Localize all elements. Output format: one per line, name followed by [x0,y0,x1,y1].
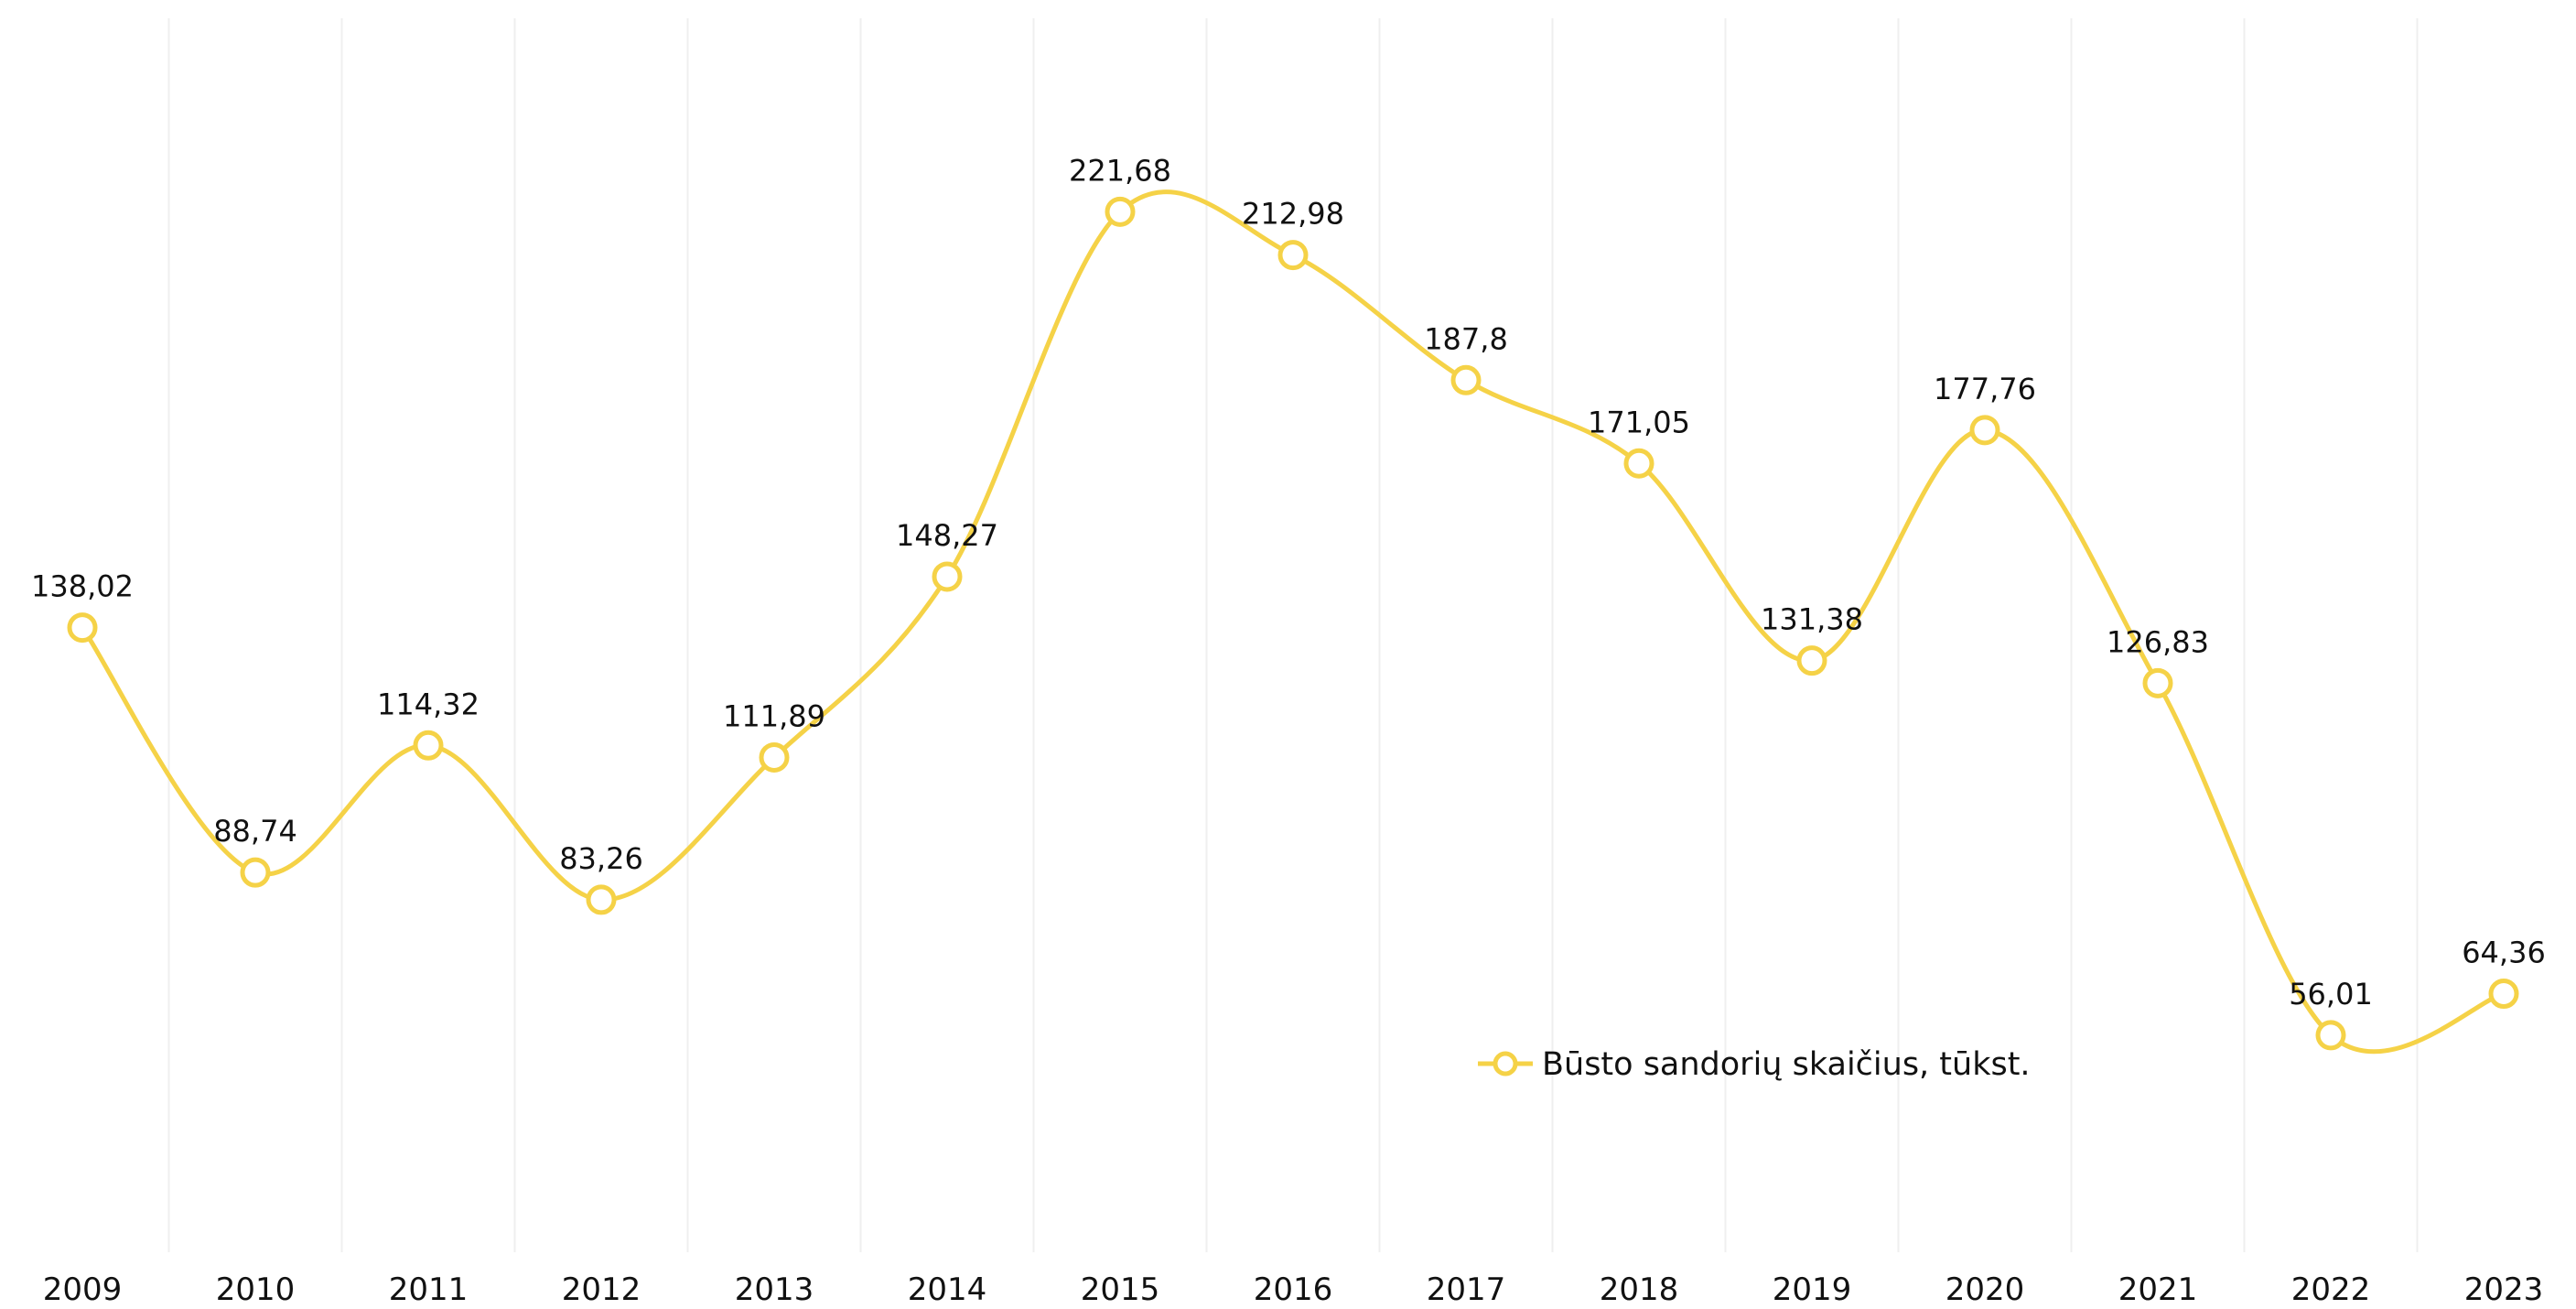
data-point [2142,667,2173,698]
x-tick-label: 2016 [1254,1271,1333,1308]
x-tick-label: 2019 [1773,1271,1852,1308]
x-tick-label: 2017 [1427,1271,1506,1308]
data-label: 88,74 [213,814,297,849]
data-point [2315,1020,2346,1051]
x-tick-label: 2013 [735,1271,814,1308]
legend-series-label: Būsto sandorių skaičius, tūkst. [1542,1046,2031,1083]
data-point [1623,448,1654,479]
data-label: 64,36 [2462,936,2546,970]
data-points [67,196,2519,1051]
series-line [80,189,2506,1055]
data-label: 131,38 [1761,602,1863,637]
data-label: 221,68 [1069,153,1171,188]
x-tick-label: 2022 [2291,1271,2371,1308]
data-point [932,561,963,592]
x-tick-label: 2009 [43,1271,123,1308]
x-tick-label: 2011 [389,1271,469,1308]
data-label: 171,05 [1588,405,1690,439]
data-point [2488,979,2519,1010]
series-layer [80,189,2506,1055]
x-axis-ticks: 2009 2010 2011 2012 2013 2014 2015 2016 2017 2018… [43,1271,2544,1308]
legend: Būsto sandorių skaičius, tūkst. [1478,1046,2031,1083]
data-label: 148,27 [896,518,998,553]
gridlines [167,18,2419,1252]
data-point [1796,645,1827,676]
data-label: 138,02 [31,569,134,604]
data-label: 56,01 [2289,977,2373,1012]
data-label: 187,8 [1424,321,1508,356]
data-point [240,857,271,888]
data-label: 177,76 [1934,372,2036,406]
x-tick-label: 2020 [1945,1271,2025,1308]
x-tick-label: 2015 [1081,1271,1160,1308]
data-point [67,612,98,644]
data-label: 126,83 [2107,624,2209,659]
x-tick-label: 2010 [216,1271,296,1308]
x-tick-label: 2023 [2464,1271,2544,1308]
legend-series-marker [1493,1051,1518,1076]
data-label: 114,32 [377,687,480,721]
data-point [1969,415,2000,446]
data-point [1277,240,1309,271]
x-tick-label: 2021 [2118,1271,2198,1308]
data-point [1450,364,1482,395]
x-tick-label: 2018 [1600,1271,1679,1308]
data-label: 83,26 [559,841,643,876]
x-tick-label: 2014 [908,1271,987,1308]
x-tick-label: 2012 [562,1271,641,1308]
data-point [413,730,444,761]
data-label: 212,98 [1242,197,1344,232]
data-point [586,884,617,915]
data-point [759,741,790,773]
data-point [1105,196,1136,227]
data-labels: 138,02 88,74 114,32 83,26 111,89 148,27 221,68… [31,153,2546,1012]
data-label: 111,89 [723,698,825,733]
